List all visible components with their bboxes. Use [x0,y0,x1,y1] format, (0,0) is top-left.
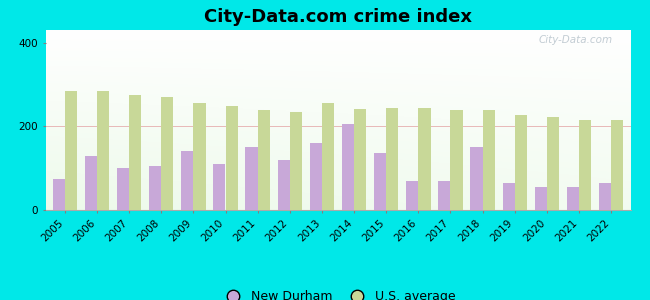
Bar [483,110,495,210]
Bar [599,183,611,210]
Bar [535,187,547,210]
Bar [97,91,109,210]
Bar [193,103,205,210]
Bar [579,120,592,210]
Bar [309,143,322,210]
Bar [181,152,193,210]
Bar [129,95,141,210]
Bar [471,147,483,210]
Title: City-Data.com crime index: City-Data.com crime index [204,8,472,26]
Bar [65,91,77,210]
Text: City-Data.com: City-Data.com [539,35,613,45]
Bar [290,112,302,210]
Bar [84,156,97,210]
Bar [406,181,419,210]
Bar [117,168,129,210]
Bar [438,181,450,210]
Bar [502,183,515,210]
Bar [161,97,174,210]
Bar [246,147,257,210]
Bar [226,106,238,210]
Bar [611,120,623,210]
Bar [342,124,354,210]
Bar [515,115,527,210]
Bar [374,154,386,210]
Bar [450,110,463,210]
Bar [278,160,290,210]
Bar [257,110,270,210]
Bar [547,117,559,210]
Bar [213,164,226,210]
Bar [567,187,579,210]
Legend: New Durham, U.S. average: New Durham, U.S. average [216,285,460,300]
Bar [354,109,367,210]
Bar [419,108,430,210]
Bar [53,178,65,210]
Bar [149,166,161,210]
Bar [386,108,398,210]
Bar [322,103,334,210]
